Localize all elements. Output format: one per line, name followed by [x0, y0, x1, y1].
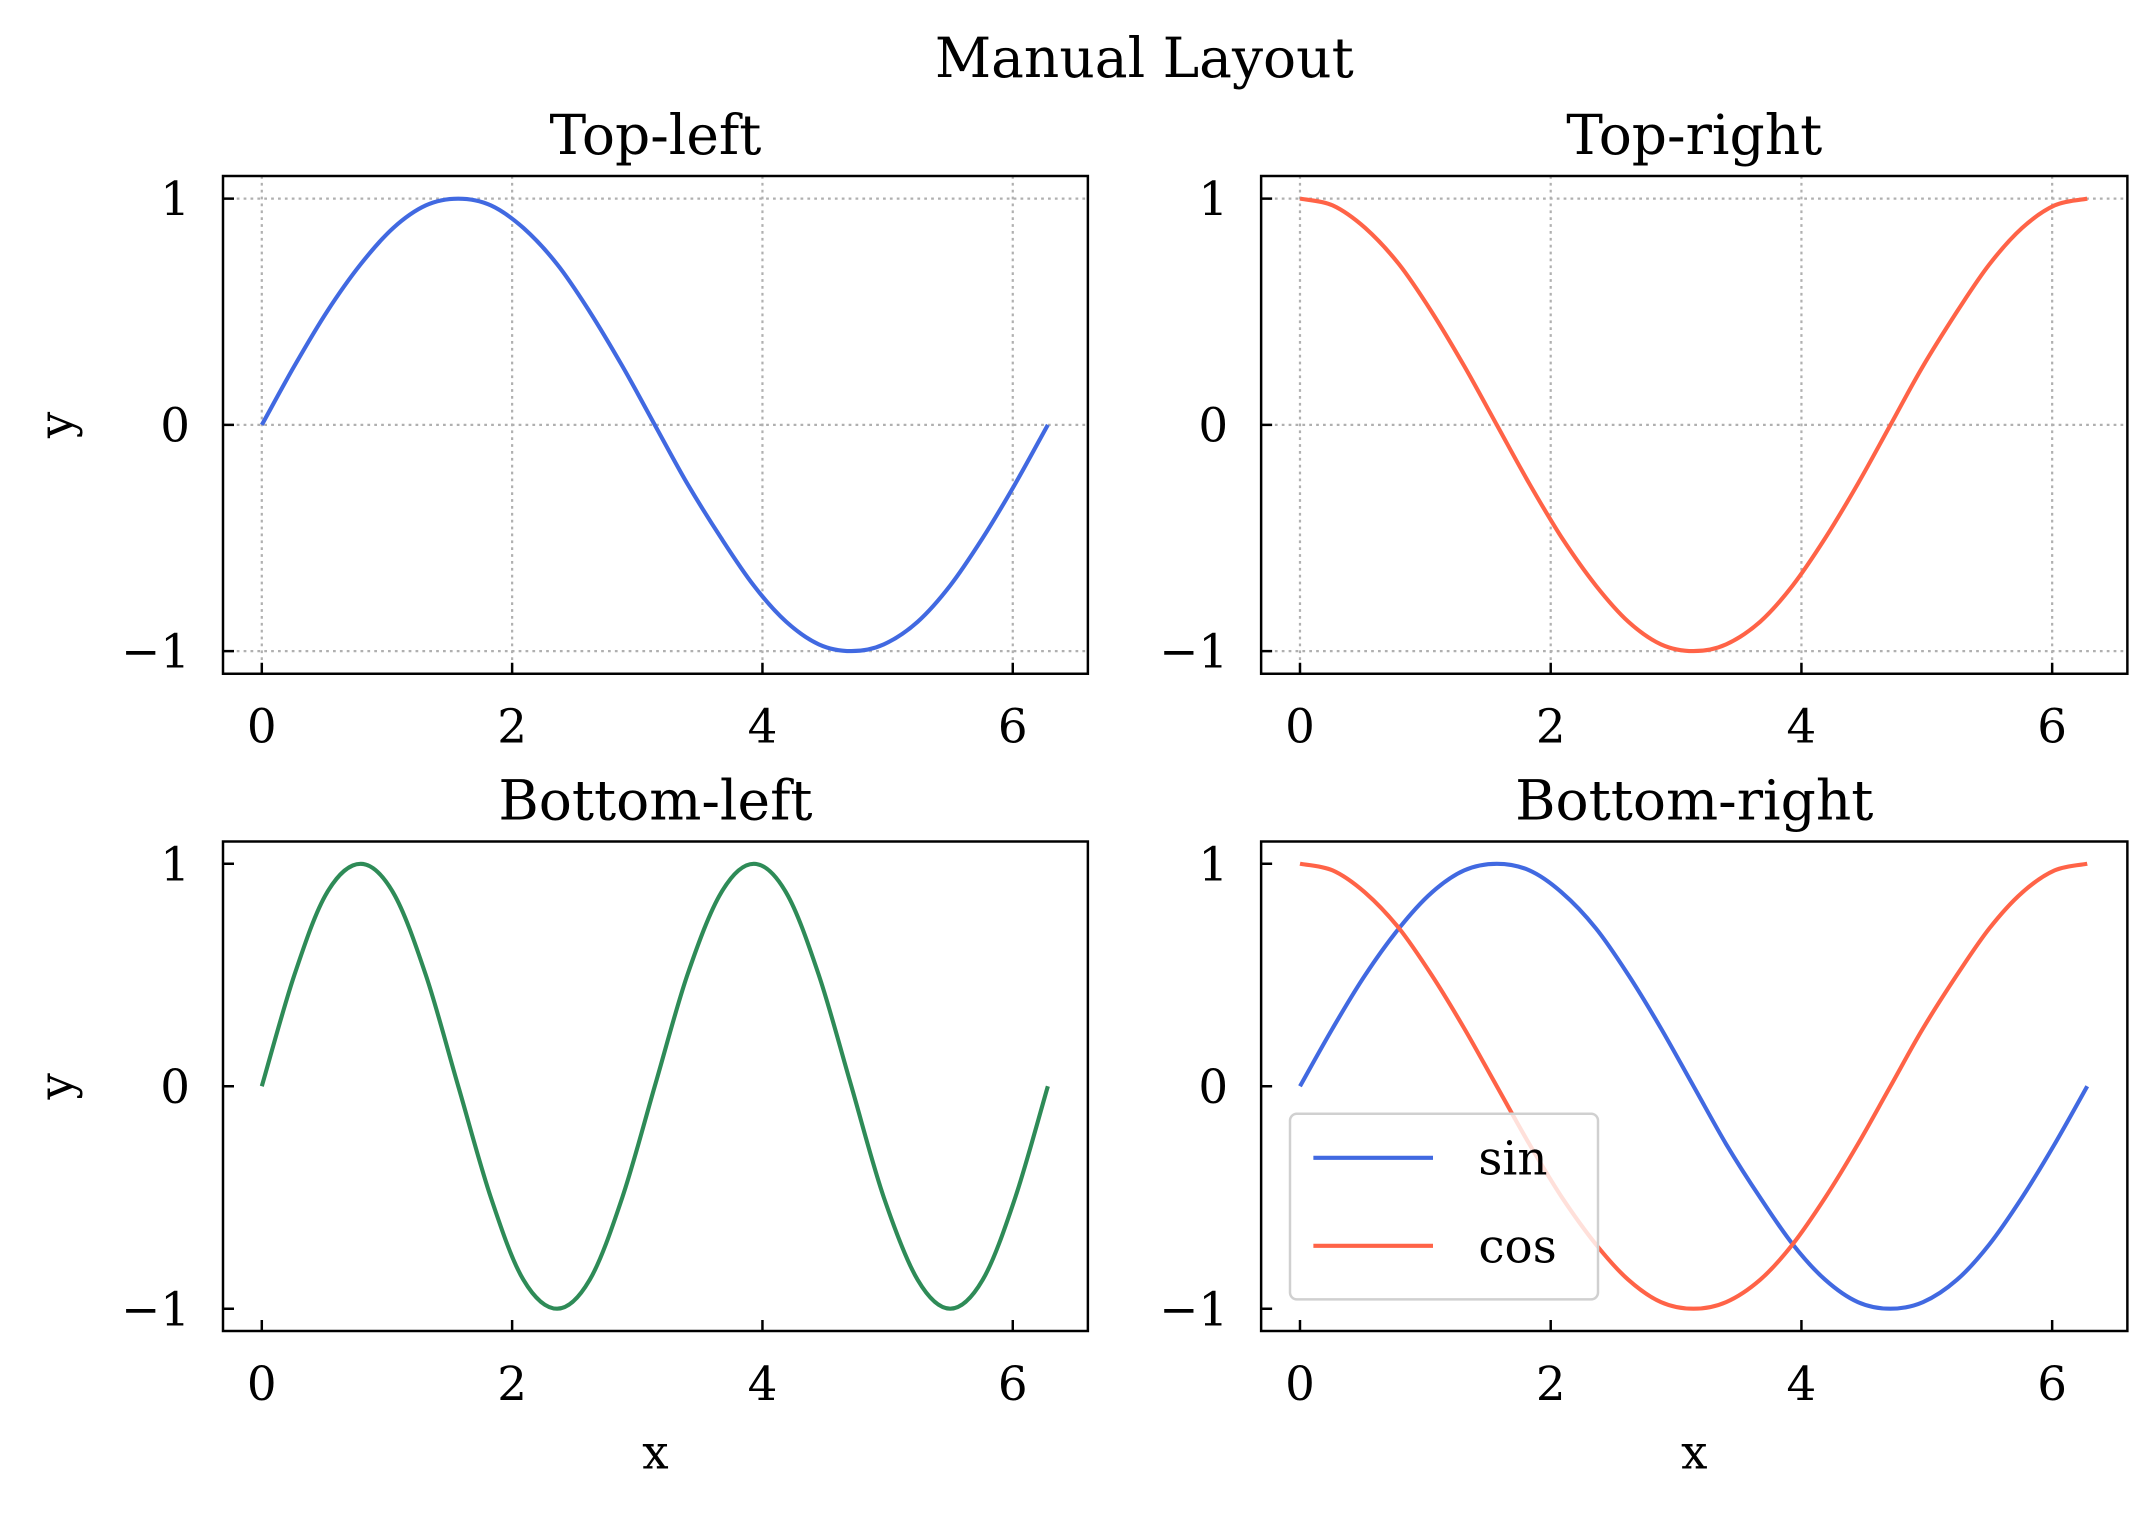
subplot-title: Bottom-right — [1515, 769, 1873, 833]
x-tick-label: 0 — [1285, 701, 1315, 755]
x-tick-label: 2 — [497, 701, 527, 755]
x-axis-label: x — [1681, 1427, 1707, 1481]
series-line — [259, 861, 1050, 1311]
subplot-title: Bottom-left — [498, 769, 812, 833]
x-tick-label: 0 — [1285, 1358, 1315, 1412]
y-tick-label: −1 — [121, 1283, 190, 1337]
legend-label-cos: cos — [1478, 1220, 1556, 1274]
x-tick-label: 2 — [1536, 701, 1566, 755]
x-tick-label: 4 — [748, 701, 778, 755]
x-tick-label: 0 — [247, 701, 277, 755]
series-line — [260, 196, 1050, 654]
x-tick-label: 0 — [247, 1358, 277, 1412]
y-axis-label: y — [30, 1072, 84, 1100]
y-tick-label: 1 — [160, 173, 190, 227]
series-line — [1299, 196, 2088, 654]
x-tick-label: 4 — [748, 1358, 778, 1412]
x-tick-label: 4 — [1787, 1358, 1817, 1412]
series-line-sin — [1298, 861, 2090, 1311]
y-tick-label: 1 — [160, 838, 190, 892]
x-axis-label: x — [642, 1427, 668, 1481]
legend-label-sin: sin — [1478, 1132, 1547, 1186]
y-tick-label: 1 — [1198, 838, 1228, 892]
subplot-title: Top-left — [549, 103, 761, 167]
x-tick-label: 6 — [998, 701, 1028, 755]
legend: sin cos — [1288, 1112, 1600, 1301]
y-tick-label: −1 — [121, 626, 190, 680]
figure-title: Manual Layout — [935, 26, 1354, 90]
y-axis-label: y — [30, 411, 84, 439]
subplot-top-left: 0 2 4 6 −1 0 1 Top-left y — [30, 103, 1090, 755]
y-tick-label: 0 — [160, 1061, 190, 1115]
y-tick-label: 0 — [1198, 1061, 1228, 1115]
subplot-title: Top-right — [1566, 103, 1822, 167]
subplot-bottom-left: 0 2 4 6 −1 0 1 Bottom-left x y — [30, 769, 1090, 1481]
subplot-bottom-right: 0 2 4 6 −1 0 1 Bottom-right x sin cos — [1159, 769, 2129, 1481]
x-tick-label: 2 — [1536, 1358, 1566, 1412]
series-line-cos — [1299, 861, 2088, 1311]
y-tick-label: 0 — [1198, 399, 1228, 453]
legend-box — [1288, 1112, 1600, 1301]
y-tick-label: −1 — [1159, 626, 1228, 680]
x-tick-label: 4 — [1787, 701, 1817, 755]
y-tick-label: −1 — [1159, 1283, 1228, 1337]
y-tick-label: 0 — [160, 399, 190, 453]
y-tick-label: 1 — [1198, 173, 1228, 227]
x-tick-label: 2 — [497, 1358, 527, 1412]
x-tick-label: 6 — [2037, 1358, 2067, 1412]
x-tick-label: 6 — [2037, 701, 2067, 755]
x-tick-label: 6 — [998, 1358, 1028, 1412]
subplot-top-right: 0 2 4 6 −1 0 1 Top-right — [1159, 103, 2129, 755]
